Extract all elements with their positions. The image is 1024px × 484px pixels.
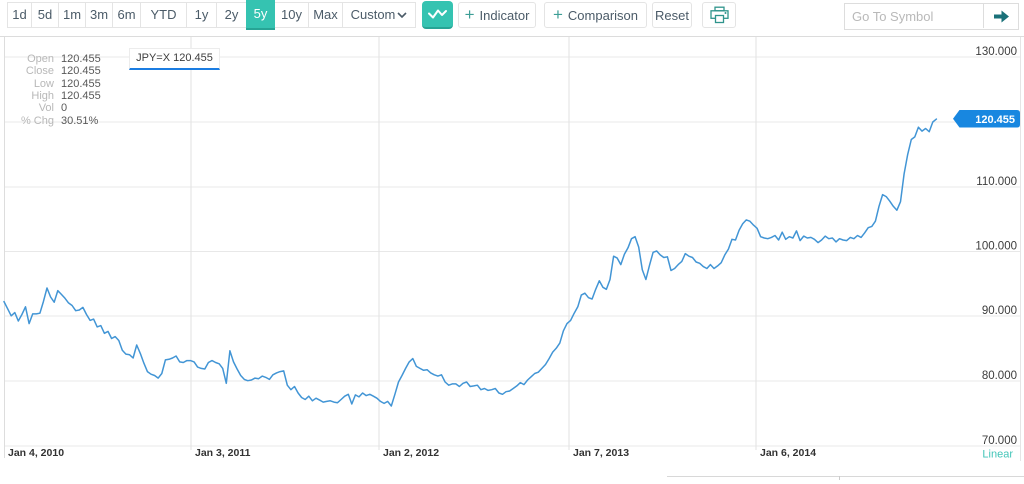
svg-text:130.000: 130.000 (975, 46, 1017, 58)
svg-text:Jan 2, 2012: Jan 2, 2012 (383, 447, 439, 459)
svg-text:Jan 6, 2014: Jan 6, 2014 (760, 447, 816, 459)
svg-text:Jan 3, 2011: Jan 3, 2011 (195, 447, 251, 459)
svg-text:Jan 7, 2013: Jan 7, 2013 (573, 447, 629, 459)
svg-text:70.000: 70.000 (982, 435, 1017, 447)
svg-text:80.000: 80.000 (982, 370, 1017, 382)
svg-text:Linear: Linear (982, 449, 1013, 461)
svg-text:100.000: 100.000 (975, 241, 1017, 253)
svg-text:110.000: 110.000 (976, 176, 1017, 188)
svg-text:120.455: 120.455 (975, 114, 1015, 126)
svg-text:Jan 4, 2010: Jan 4, 2010 (8, 447, 64, 459)
svg-text:90.000: 90.000 (982, 305, 1017, 317)
